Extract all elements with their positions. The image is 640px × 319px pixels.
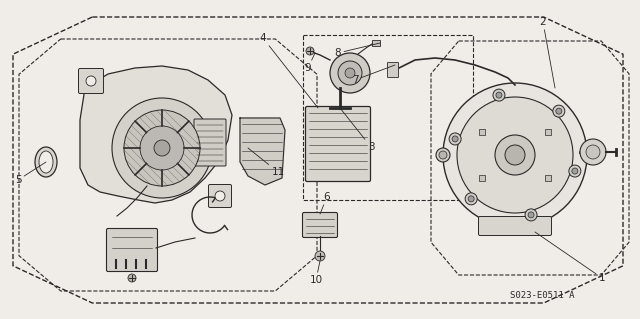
Circle shape [553, 105, 565, 117]
Text: 8: 8 [335, 43, 380, 58]
Bar [545, 175, 551, 181]
Circle shape [215, 191, 225, 201]
Circle shape [154, 140, 170, 156]
Circle shape [572, 168, 578, 174]
FancyBboxPatch shape [305, 107, 371, 182]
FancyBboxPatch shape [194, 119, 226, 166]
Circle shape [315, 251, 325, 261]
Circle shape [457, 97, 573, 213]
FancyBboxPatch shape [106, 228, 157, 271]
Circle shape [439, 151, 447, 159]
Circle shape [569, 165, 581, 177]
Circle shape [505, 145, 525, 165]
Circle shape [338, 61, 362, 85]
Text: 9: 9 [305, 53, 315, 73]
Circle shape [452, 136, 458, 142]
FancyBboxPatch shape [387, 63, 399, 78]
Circle shape [345, 68, 355, 78]
Circle shape [436, 148, 450, 162]
Circle shape [449, 133, 461, 145]
Circle shape [556, 108, 562, 114]
Bar [545, 129, 551, 135]
Text: 6: 6 [320, 192, 330, 214]
Polygon shape [240, 118, 285, 185]
Circle shape [306, 47, 314, 55]
Bar [479, 175, 485, 181]
Text: 3: 3 [340, 108, 374, 152]
Circle shape [495, 135, 535, 175]
FancyBboxPatch shape [79, 69, 104, 93]
Text: 5: 5 [15, 162, 46, 185]
Circle shape [465, 193, 477, 205]
Circle shape [330, 53, 370, 93]
Text: 11: 11 [248, 148, 285, 177]
Circle shape [528, 212, 534, 218]
Circle shape [496, 92, 502, 98]
Circle shape [140, 126, 184, 170]
Text: 2: 2 [540, 17, 555, 88]
Bar [372, 40, 380, 46]
Circle shape [580, 139, 606, 165]
Circle shape [86, 76, 96, 86]
Circle shape [586, 145, 600, 159]
Circle shape [525, 209, 537, 221]
Bar [303, 35, 473, 200]
Circle shape [112, 98, 212, 198]
Polygon shape [80, 66, 232, 203]
Text: 10: 10 [309, 261, 323, 285]
FancyBboxPatch shape [303, 212, 337, 238]
Circle shape [493, 89, 505, 101]
Text: S023-E0511 A: S023-E0511 A [510, 291, 575, 300]
Circle shape [124, 110, 200, 186]
Circle shape [443, 83, 587, 227]
Circle shape [128, 274, 136, 282]
FancyBboxPatch shape [209, 184, 232, 207]
Text: 1: 1 [535, 232, 605, 283]
Bar [479, 129, 485, 135]
Ellipse shape [39, 151, 53, 173]
Text: 7: 7 [352, 65, 395, 85]
Ellipse shape [35, 147, 57, 177]
Text: 4: 4 [260, 33, 318, 108]
FancyBboxPatch shape [479, 217, 552, 235]
Circle shape [468, 196, 474, 202]
